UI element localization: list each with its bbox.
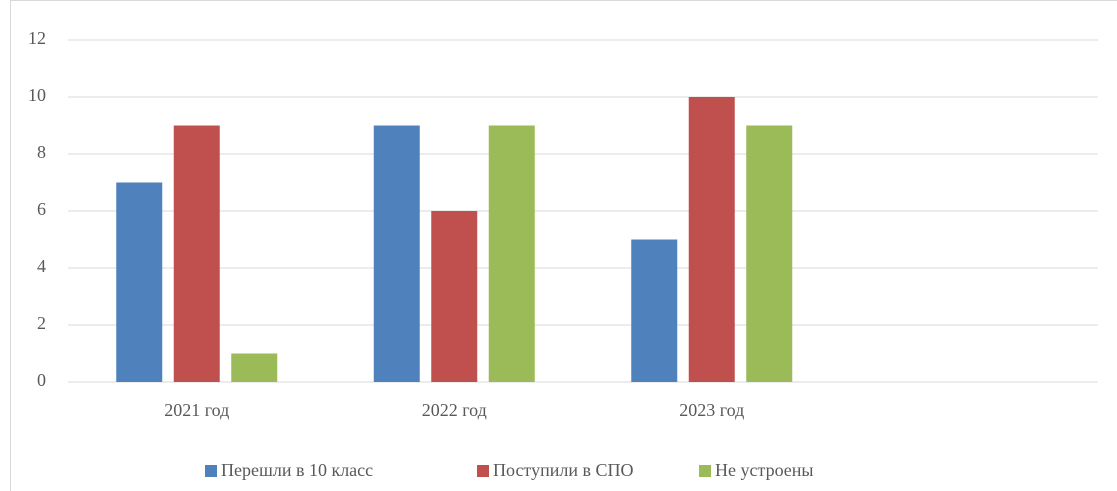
x-tick-label: 2023 год — [679, 400, 744, 420]
bar — [173, 125, 220, 382]
legend-swatch — [205, 465, 217, 477]
legend-label: Поступили в СПО — [493, 460, 633, 480]
bar — [488, 125, 535, 382]
y-tick-label: 8 — [37, 142, 46, 162]
bar — [431, 211, 478, 382]
bar — [688, 97, 735, 382]
y-tick-label: 6 — [37, 199, 46, 219]
legend-swatch — [477, 465, 489, 477]
x-tick-label: 2021 год — [164, 400, 229, 420]
y-tick-label: 10 — [28, 85, 46, 105]
y-tick-label: 0 — [37, 370, 46, 390]
bar — [231, 353, 278, 382]
y-tick-label: 4 — [37, 256, 46, 276]
legend-swatch — [699, 465, 711, 477]
y-tick-label: 12 — [28, 28, 46, 48]
bar — [746, 125, 793, 382]
legend-label: Перешли в 10 класс — [221, 460, 373, 480]
bar — [116, 182, 163, 382]
bar — [631, 239, 678, 382]
x-tick-label: 2022 год — [422, 400, 487, 420]
y-tick-label: 2 — [37, 313, 46, 333]
bar — [373, 125, 420, 382]
legend-label: Не устроены — [715, 460, 814, 480]
